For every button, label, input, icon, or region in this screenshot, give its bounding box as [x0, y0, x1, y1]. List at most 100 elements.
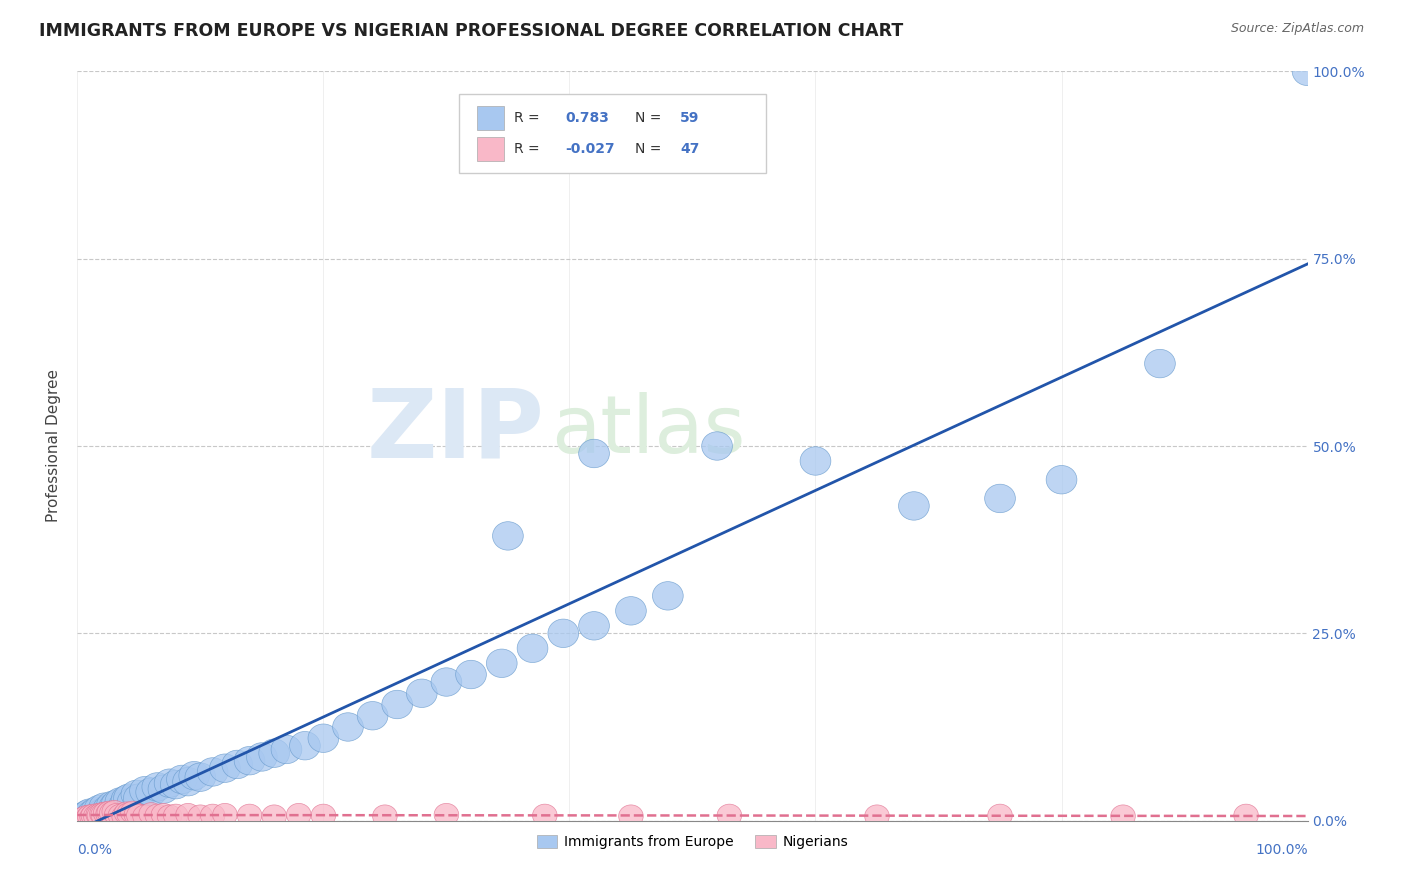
- Ellipse shape: [121, 780, 152, 809]
- Ellipse shape: [311, 805, 336, 827]
- FancyBboxPatch shape: [477, 136, 505, 161]
- Ellipse shape: [124, 784, 155, 813]
- Ellipse shape: [157, 805, 181, 828]
- Ellipse shape: [1144, 350, 1175, 378]
- Ellipse shape: [112, 805, 136, 828]
- Text: IMMIGRANTS FROM EUROPE VS NIGERIAN PROFESSIONAL DEGREE CORRELATION CHART: IMMIGRANTS FROM EUROPE VS NIGERIAN PROFE…: [39, 22, 904, 40]
- Ellipse shape: [619, 805, 644, 828]
- FancyBboxPatch shape: [477, 105, 505, 129]
- Ellipse shape: [67, 803, 98, 831]
- Text: 0.0%: 0.0%: [77, 843, 112, 857]
- Ellipse shape: [129, 776, 160, 805]
- Ellipse shape: [406, 679, 437, 707]
- Ellipse shape: [235, 747, 264, 775]
- Ellipse shape: [105, 788, 136, 816]
- Ellipse shape: [548, 619, 579, 648]
- Ellipse shape: [616, 597, 647, 625]
- Ellipse shape: [357, 701, 388, 730]
- Ellipse shape: [1111, 805, 1136, 828]
- Ellipse shape: [84, 795, 115, 823]
- Ellipse shape: [96, 803, 121, 825]
- Ellipse shape: [287, 804, 311, 826]
- Ellipse shape: [201, 805, 225, 827]
- Ellipse shape: [382, 690, 412, 719]
- Ellipse shape: [76, 806, 101, 829]
- Ellipse shape: [533, 805, 557, 827]
- Ellipse shape: [579, 612, 609, 640]
- Ellipse shape: [259, 739, 290, 767]
- Text: ZIP: ZIP: [367, 384, 546, 477]
- Ellipse shape: [160, 771, 191, 799]
- Ellipse shape: [456, 660, 486, 689]
- Ellipse shape: [121, 801, 145, 823]
- Ellipse shape: [100, 802, 124, 824]
- Ellipse shape: [117, 803, 142, 825]
- Ellipse shape: [898, 491, 929, 520]
- Ellipse shape: [93, 802, 118, 824]
- Ellipse shape: [702, 432, 733, 460]
- Text: 59: 59: [681, 111, 700, 125]
- Text: 100.0%: 100.0%: [1256, 843, 1308, 857]
- Ellipse shape: [142, 772, 173, 801]
- Ellipse shape: [114, 802, 139, 824]
- Ellipse shape: [432, 668, 461, 697]
- Ellipse shape: [492, 522, 523, 550]
- Ellipse shape: [87, 799, 117, 828]
- Ellipse shape: [212, 804, 238, 826]
- Text: R =: R =: [515, 111, 544, 125]
- Ellipse shape: [262, 805, 287, 828]
- Ellipse shape: [186, 763, 215, 791]
- Ellipse shape: [98, 793, 129, 822]
- Ellipse shape: [166, 765, 197, 794]
- Ellipse shape: [209, 754, 240, 782]
- Ellipse shape: [72, 807, 96, 830]
- Ellipse shape: [117, 788, 148, 816]
- Ellipse shape: [188, 805, 212, 828]
- Ellipse shape: [83, 805, 108, 828]
- Ellipse shape: [579, 439, 609, 467]
- Ellipse shape: [652, 582, 683, 610]
- Ellipse shape: [246, 743, 277, 772]
- Text: atlas: atlas: [551, 392, 745, 470]
- Ellipse shape: [152, 804, 176, 826]
- Ellipse shape: [77, 805, 103, 828]
- Text: Source: ZipAtlas.com: Source: ZipAtlas.com: [1230, 22, 1364, 36]
- Ellipse shape: [75, 799, 105, 828]
- Ellipse shape: [73, 805, 98, 828]
- Ellipse shape: [163, 805, 188, 827]
- Ellipse shape: [97, 791, 127, 820]
- Ellipse shape: [717, 805, 742, 827]
- Ellipse shape: [108, 805, 132, 827]
- Ellipse shape: [308, 724, 339, 753]
- Ellipse shape: [114, 784, 145, 813]
- Ellipse shape: [179, 762, 209, 790]
- Ellipse shape: [148, 775, 179, 804]
- Ellipse shape: [145, 805, 170, 827]
- Ellipse shape: [97, 801, 122, 823]
- Text: -0.027: -0.027: [565, 142, 616, 156]
- Ellipse shape: [132, 805, 157, 828]
- Ellipse shape: [238, 805, 262, 827]
- Y-axis label: Professional Degree: Professional Degree: [46, 369, 62, 523]
- Text: 47: 47: [681, 142, 700, 156]
- Ellipse shape: [82, 805, 105, 827]
- Ellipse shape: [176, 804, 201, 826]
- Text: R =: R =: [515, 142, 544, 156]
- Ellipse shape: [77, 800, 107, 829]
- Ellipse shape: [80, 805, 104, 828]
- Ellipse shape: [86, 804, 111, 826]
- Text: N =: N =: [634, 142, 665, 156]
- Ellipse shape: [290, 731, 321, 760]
- Ellipse shape: [984, 484, 1015, 513]
- Ellipse shape: [90, 803, 114, 825]
- Ellipse shape: [111, 786, 142, 814]
- Ellipse shape: [1292, 57, 1323, 86]
- Ellipse shape: [101, 790, 132, 818]
- Ellipse shape: [124, 804, 149, 826]
- Ellipse shape: [517, 634, 548, 663]
- Ellipse shape: [486, 649, 517, 678]
- Ellipse shape: [108, 791, 139, 820]
- Ellipse shape: [865, 805, 890, 828]
- Ellipse shape: [271, 735, 302, 764]
- Ellipse shape: [89, 793, 120, 822]
